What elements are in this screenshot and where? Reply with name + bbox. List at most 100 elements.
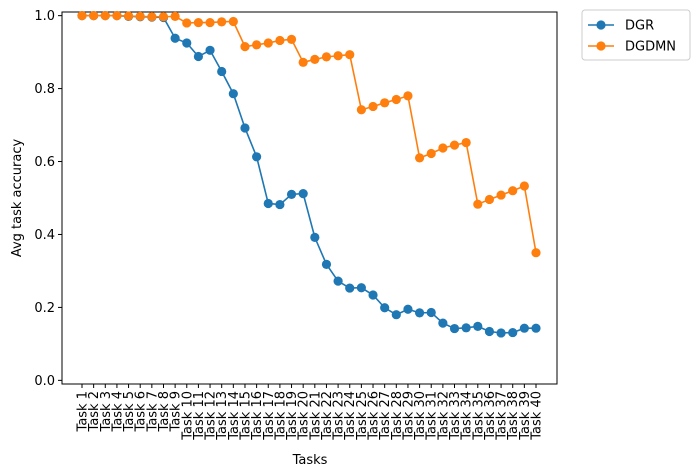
- data-point: [240, 42, 250, 52]
- x-tick-label: Task 29: [401, 391, 416, 441]
- data-point: [484, 326, 495, 337]
- data-point: [205, 17, 215, 28]
- data-point: [345, 283, 355, 293]
- series-line: [82, 14, 536, 334]
- data-point: [461, 137, 471, 148]
- x-tick-label: Task 23: [332, 391, 347, 441]
- legend-label: DGR: [625, 19, 654, 34]
- x-tick-label: Task 19: [285, 391, 300, 441]
- x-tick-label: Task 6: [134, 391, 149, 432]
- data-point: [333, 51, 343, 61]
- plot-area: [61, 11, 558, 385]
- legend-marker: [596, 20, 606, 30]
- data-point: [321, 259, 332, 269]
- data-point: [321, 52, 332, 62]
- x-tick-label: Task 18: [273, 391, 288, 441]
- data-point: [449, 140, 460, 150]
- y-tick-label: 0.8: [34, 82, 55, 97]
- x-tick-label: Task 4: [110, 391, 125, 432]
- data-point: [170, 11, 180, 21]
- data-point: [263, 38, 273, 48]
- data-point: [217, 17, 227, 27]
- x-tick-label: Task 1: [76, 391, 91, 432]
- x-tick-label: Task 13: [215, 391, 230, 441]
- data-point: [531, 323, 541, 333]
- x-tick-label: Task 5: [122, 391, 137, 432]
- x-tick-label: Task 9: [169, 391, 184, 432]
- data-point: [426, 307, 436, 318]
- data-point: [170, 33, 180, 43]
- data-point: [123, 11, 134, 21]
- data-point: [508, 327, 518, 338]
- x-tick-label: Task 2: [87, 391, 102, 432]
- data-point: [403, 91, 413, 101]
- data-point: [286, 34, 297, 44]
- series-line: [82, 14, 537, 253]
- y-tick-label: 0.4: [34, 228, 55, 243]
- data-point: [182, 18, 192, 28]
- data-point: [275, 35, 285, 46]
- data-point: [252, 152, 262, 162]
- plot-frame: [61, 11, 558, 385]
- x-tick-label: Task 36: [483, 391, 498, 441]
- data-point: [508, 186, 518, 196]
- x-tick-label: Task 10: [180, 391, 195, 441]
- data-point: [217, 66, 227, 77]
- data-point: [193, 17, 204, 28]
- data-point: [310, 54, 320, 65]
- x-tick-label: Task 34: [460, 391, 475, 441]
- data-point: [100, 11, 110, 21]
- data-point: [356, 105, 366, 115]
- data-point: [380, 303, 390, 313]
- x-tick-label: Task 25: [355, 391, 370, 441]
- series-dgdmn: [77, 11, 541, 258]
- series-dgr: [77, 11, 541, 338]
- data-point: [182, 38, 192, 48]
- data-point: [275, 199, 285, 210]
- data-point: [391, 310, 401, 320]
- data-point: [147, 12, 157, 22]
- x-tick-label: Task 28: [390, 391, 405, 441]
- data-point: [426, 148, 436, 159]
- data-point: [89, 11, 99, 21]
- y-axis-label: Avg task accuracy: [10, 139, 25, 258]
- data-point: [286, 189, 297, 199]
- x-tick-label: Task 7: [145, 391, 160, 432]
- series-layer: [77, 11, 541, 338]
- data-point: [77, 11, 87, 21]
- y-tick-label: 0.2: [34, 301, 55, 316]
- data-point: [473, 321, 483, 331]
- data-point: [228, 16, 238, 27]
- data-point: [496, 190, 506, 200]
- x-tick-label: Task 14: [227, 391, 242, 441]
- data-point: [240, 123, 250, 133]
- legend-box: [581, 9, 691, 61]
- data-point: [252, 40, 262, 50]
- data-point: [112, 11, 122, 21]
- x-tick-label: Task 3: [99, 391, 114, 432]
- x-tick-label: Task 37: [495, 391, 510, 441]
- y-tick-label: 1.0: [34, 9, 55, 24]
- data-point: [519, 181, 529, 191]
- data-point: [414, 308, 425, 318]
- data-point: [298, 189, 308, 199]
- data-point: [228, 89, 238, 99]
- x-tick-label: Task 27: [378, 391, 393, 441]
- data-point: [158, 12, 169, 22]
- data-point: [391, 94, 401, 105]
- x-tick-label: Task 35: [471, 391, 486, 441]
- data-point: [193, 51, 204, 62]
- x-tick-label: Task 12: [204, 391, 219, 441]
- data-point: [414, 153, 425, 163]
- data-point: [473, 199, 483, 209]
- data-point: [484, 194, 495, 205]
- x-axis-label: Tasks: [292, 453, 328, 468]
- x-tick-label: Task 8: [157, 391, 172, 432]
- legend-marker: [596, 41, 606, 51]
- data-point: [333, 276, 343, 286]
- data-point: [403, 304, 413, 314]
- data-point: [205, 45, 215, 55]
- x-tick-label: Task 32: [436, 391, 451, 441]
